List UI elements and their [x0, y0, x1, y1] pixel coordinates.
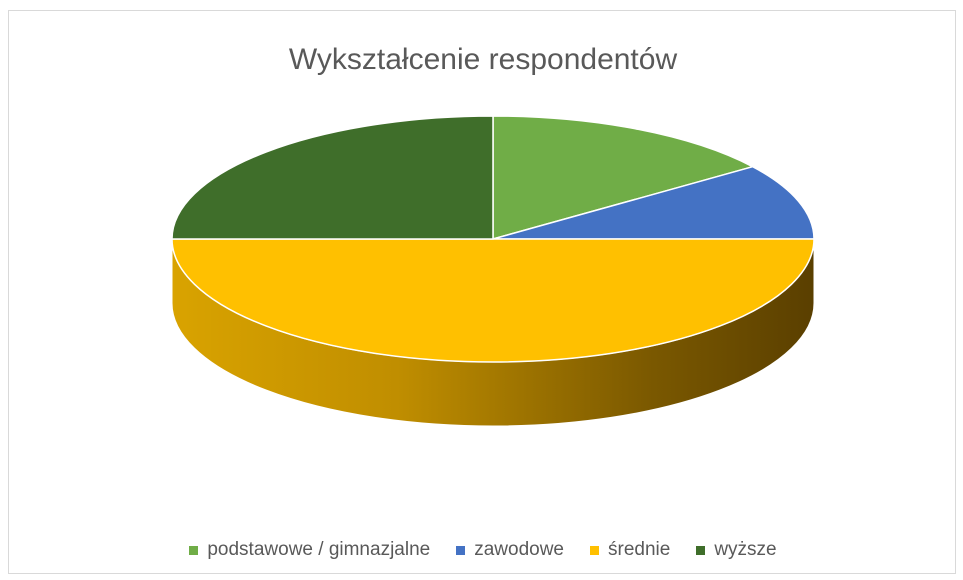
chart-title: Wykształcenie respondentów [288, 43, 678, 76]
legend-label-3: średnie [608, 539, 671, 560]
chart-area: Wykształcenie respondentów podstawowe / … [8, 10, 956, 574]
legend-swatch-1 [189, 545, 199, 555]
legend-item-2: zawodowe [456, 539, 564, 561]
pie-slice-4 [171, 115, 494, 240]
legend-item-3: średnie [590, 539, 670, 561]
pie-slice-3 [171, 238, 815, 363]
legend-label-1: podstawowe / gimnazjalne [207, 539, 431, 560]
pie-chart [171, 115, 815, 427]
pie-slice-1 [492, 115, 755, 240]
legend-swatch-2 [456, 545, 466, 555]
legend-swatch-4 [696, 545, 706, 555]
legend: podstawowe / gimnazjalne zawodowe średnie w… [9, 539, 957, 561]
legend-swatch-3 [590, 545, 599, 555]
legend-item-4: wyższe [696, 539, 777, 561]
pie-slice-2 [492, 165, 815, 240]
legend-label-2: zawodowe [474, 539, 564, 560]
legend-item-1: podstawowe / gimnazjalne [189, 539, 430, 561]
legend-label-4: wyższe [714, 539, 777, 560]
